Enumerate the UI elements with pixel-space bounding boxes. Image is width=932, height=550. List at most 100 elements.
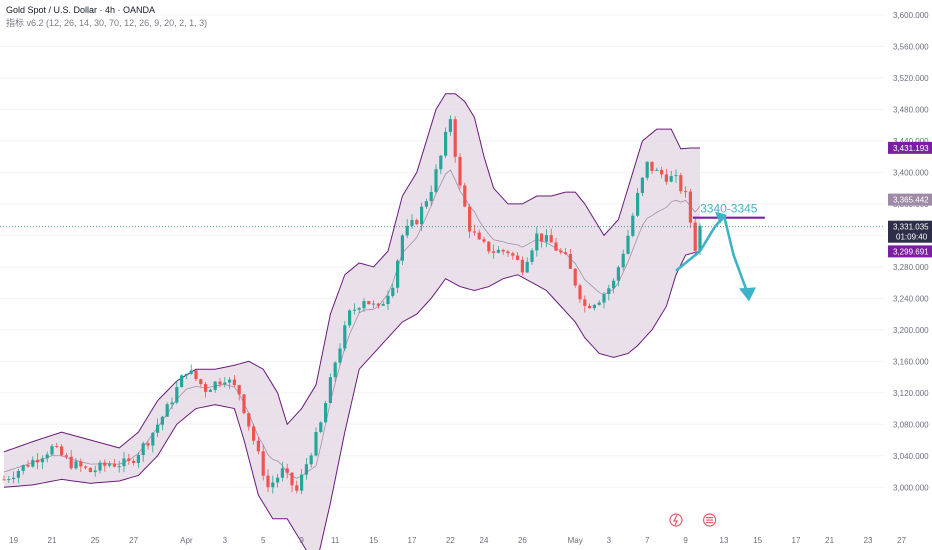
candle-body xyxy=(45,454,49,459)
price-tag-value: 3,431.193 xyxy=(893,144,929,153)
band-fill xyxy=(4,93,700,550)
time-axis-label: 26 xyxy=(518,536,527,545)
time-axis-label: 7 xyxy=(645,536,650,545)
candle-body xyxy=(333,362,337,378)
candle-body xyxy=(16,470,20,478)
candle-body xyxy=(242,394,246,414)
time-axis-label: 25 xyxy=(91,536,100,545)
candle-body xyxy=(64,455,68,457)
price-axis-label: 3,520.000 xyxy=(893,74,929,83)
candle-body xyxy=(199,379,203,385)
candle-body xyxy=(501,249,505,252)
candle-body xyxy=(549,235,553,243)
candle-body xyxy=(616,267,620,281)
candle-body xyxy=(410,219,414,226)
candle-body xyxy=(525,261,529,273)
candle-body xyxy=(184,373,188,376)
candle-body xyxy=(688,191,692,223)
candle-body xyxy=(564,252,568,255)
arrow-down-head xyxy=(739,287,756,302)
candle-body xyxy=(117,466,121,468)
chart-title: Gold Spot / U.S. Dollar · 4h · OANDA xyxy=(6,5,156,15)
candle-body xyxy=(146,443,150,446)
countdown-label: 01:09:40 xyxy=(896,233,928,242)
candle-body xyxy=(290,472,294,486)
candle-body xyxy=(165,404,169,417)
candle-body xyxy=(597,302,601,305)
upper-band-line xyxy=(3,93,700,453)
candle-body xyxy=(261,451,265,476)
candle-body xyxy=(492,251,496,253)
candle-body xyxy=(636,192,640,216)
candle-body xyxy=(136,454,140,463)
candle-body xyxy=(160,416,164,425)
time-axis-label: 24 xyxy=(480,536,489,545)
candle-body xyxy=(285,468,289,473)
candle-body xyxy=(645,161,649,178)
candle-body xyxy=(376,303,380,306)
candle-body xyxy=(328,377,332,403)
candle-body xyxy=(434,169,438,192)
candle-body xyxy=(304,464,308,475)
price-tag xyxy=(888,141,932,154)
candle-body xyxy=(530,250,534,262)
candle-body xyxy=(357,308,361,310)
candle-body xyxy=(170,402,174,405)
time-axis-label: 17 xyxy=(408,536,417,545)
candle-body xyxy=(2,479,6,481)
candle-body xyxy=(237,385,241,395)
candle-body xyxy=(453,119,457,157)
bollinger-bands xyxy=(3,93,701,550)
lightning-event-icon xyxy=(669,513,683,527)
candle-body xyxy=(223,382,227,385)
candle-body xyxy=(276,477,280,483)
candle-body xyxy=(468,206,472,232)
candle-body xyxy=(362,301,366,309)
candle-body xyxy=(55,446,59,448)
candle-body xyxy=(50,446,54,455)
chart-legend: Gold Spot / U.S. Dollar · 4h · OANDA 指标 … xyxy=(6,4,207,30)
candle-body xyxy=(540,233,544,242)
price-axis: 3,600.000 3,560.000 3,520.000 3,480.000 3,44… xyxy=(888,11,932,492)
candle-body xyxy=(151,432,155,446)
candle-body xyxy=(79,461,83,467)
candle-body xyxy=(7,479,11,481)
candle-body xyxy=(607,288,611,295)
time-axis-label: 21 xyxy=(48,536,57,545)
candle-body xyxy=(554,242,558,251)
candle-body xyxy=(415,219,419,225)
candle-body xyxy=(693,222,697,251)
candle-body xyxy=(511,253,515,256)
time-axis-label: 21 xyxy=(825,536,834,545)
candle-body xyxy=(141,443,145,455)
candle-body xyxy=(204,384,208,392)
us-flag-event-icon xyxy=(702,513,717,527)
candle-body xyxy=(544,235,548,242)
candle-body xyxy=(338,348,342,363)
candle-body xyxy=(602,294,606,303)
candle-body xyxy=(535,233,539,251)
candle-body xyxy=(520,259,524,273)
candle-body xyxy=(463,185,467,207)
price-axis-label: 3,200.000 xyxy=(893,326,929,335)
candle-body xyxy=(660,169,664,175)
candle-body xyxy=(679,175,683,192)
candle-body xyxy=(21,465,25,471)
time-axis-label: 27 xyxy=(129,536,138,545)
time-axis-label: 27 xyxy=(897,536,906,545)
time-axis-label: 13 xyxy=(720,536,729,545)
candle-body xyxy=(132,460,136,463)
candle-body xyxy=(372,303,376,305)
time-axis-label: 23 xyxy=(864,536,873,545)
time-axis-label: 17 xyxy=(792,536,801,545)
candle-body xyxy=(208,389,212,392)
candle-body xyxy=(458,156,462,186)
candle-body xyxy=(439,155,443,170)
price-tag-value: 3,299.691 xyxy=(893,247,929,256)
candle-body xyxy=(189,370,193,374)
candle-body xyxy=(400,235,404,261)
candle-body xyxy=(295,485,299,491)
time-axis: 19 21 25 27 Apr 3 5 9 11 15 17 22 24 26 May 3 7 9 13 15 17 21… xyxy=(9,536,906,545)
candle-body xyxy=(573,268,577,286)
